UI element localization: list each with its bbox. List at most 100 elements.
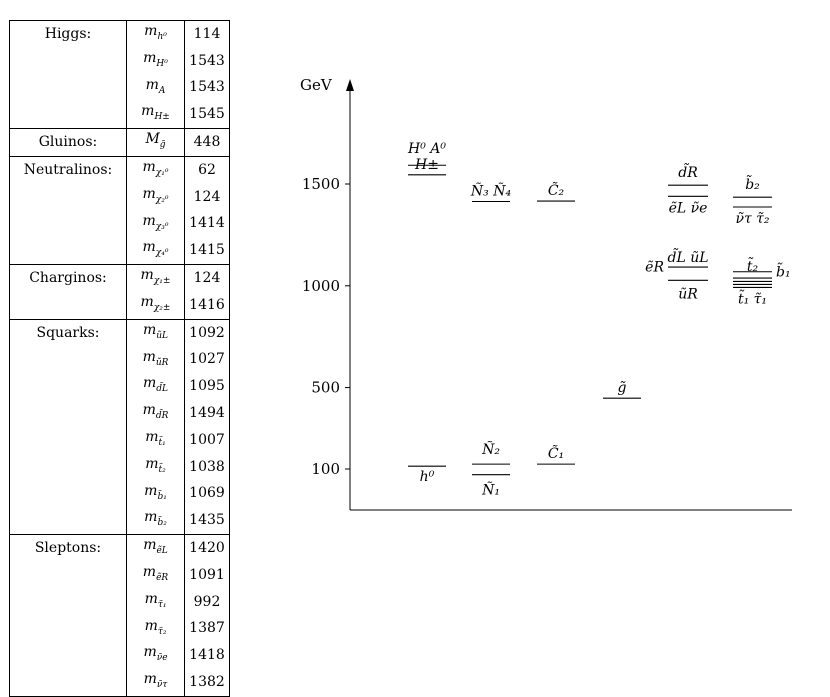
mass-symbol: m [145, 76, 159, 93]
mass-subscript: H⁰ [156, 58, 168, 69]
mass-subscript: ẽR [156, 572, 169, 583]
mass-symbol: m [144, 482, 158, 499]
y-axis-arrow [346, 79, 354, 91]
mass-value-cell: 1418 [184, 642, 230, 670]
table-row: md̃R 1494 [9, 400, 230, 427]
mass-symbol-cell: mχ₁⁰ [126, 155, 185, 184]
category-cell [9, 507, 127, 535]
mass-symbol-cell: mν̃e [126, 642, 185, 670]
category-cell [9, 615, 127, 643]
mass-subscript: t̃₂ [158, 464, 166, 475]
category-cell [9, 588, 127, 616]
y-tick-label: 1500 [302, 175, 340, 193]
mass-symbol-cell: mχ₂± [126, 291, 185, 320]
mass-symbol: m [142, 185, 156, 202]
category-cell [9, 101, 127, 129]
table-row: Charginos: mχ₁± 124 [9, 264, 230, 292]
y-tick-label: 500 [311, 379, 340, 397]
category-cell: Neutralinos: [9, 155, 127, 184]
mass-subscript: ũL [156, 330, 169, 341]
mass-symbol: m [143, 49, 157, 66]
mass-symbol-cell: mH⁰ [126, 47, 185, 75]
mass-value-cell: 1414 [184, 210, 230, 238]
mass-symbol-cell: mẽR [126, 561, 185, 589]
mass-symbol-cell: md̃L [126, 373, 185, 401]
mass-subscript: t̃₁ [158, 437, 166, 448]
category-cell [9, 453, 127, 481]
mass-value-cell: 992 [184, 588, 230, 616]
y-axis-label: GeV [300, 76, 333, 94]
category-cell [9, 373, 127, 401]
mass-symbol: m [142, 375, 157, 392]
table-row: mb̃₁ 1069 [9, 480, 230, 508]
mass-symbol-cell: mχ₁± [126, 264, 185, 292]
y-tick-label: 1000 [302, 277, 340, 295]
mass-value-cell: 1387 [184, 615, 230, 643]
mass-subscript: χ₁⁰ [155, 167, 169, 178]
level-label: t̃₂ [747, 256, 759, 275]
table-row: mẽR 1091 [9, 561, 230, 589]
level-label: h⁰ [420, 469, 435, 485]
category-cell: Higgs: [9, 19, 127, 48]
mass-subscript: χ₃⁰ [155, 221, 169, 232]
level-label: ũR [678, 286, 698, 302]
table-row: Gluinos: Mg̃ 448 [9, 128, 230, 157]
mass-symbol: m [142, 321, 157, 338]
category-cell: Charginos: [9, 264, 127, 292]
level-label: b̃₁ [776, 262, 791, 281]
category-cell [9, 669, 127, 697]
mass-symbol: m [140, 267, 154, 284]
mass-subscript: χ₂± [153, 302, 171, 313]
mass-symbol-cell: mũR [126, 346, 185, 374]
mass-subscript: χ₁± [153, 275, 171, 286]
mass-subscript: h⁰ [157, 31, 167, 42]
mass-subscript: A [158, 85, 166, 96]
table-row: mũR 1027 [9, 346, 230, 374]
level-label: ẽL ν̃e [669, 200, 708, 216]
level-label: b̃₂ [745, 174, 760, 193]
mass-symbol: m [142, 212, 156, 229]
level-label: C̃₁ [548, 445, 564, 463]
table-row: mχ₂⁰ 124 [9, 183, 230, 211]
mass-value-cell: 1415 [184, 237, 230, 265]
table-row: mχ₄⁰ 1415 [9, 237, 230, 265]
level-label: H± [414, 157, 439, 173]
category-cell: Squarks: [9, 318, 127, 347]
table-row: mχ₃⁰ 1414 [9, 210, 230, 238]
mass-subscript: ν̃e [156, 653, 168, 664]
mass-subscript: d̃L [156, 384, 169, 395]
mass-value-cell: 1038 [184, 453, 230, 481]
mass-symbol: m [144, 23, 158, 39]
mass-value-cell: 1416 [184, 291, 230, 320]
mass-symbol-cell: md̃R [126, 400, 185, 427]
mass-symbol-cell: mτ̃₁ [126, 588, 185, 616]
category-cell [9, 426, 127, 454]
mass-value-cell: 1420 [184, 534, 230, 562]
mass-value-cell: 1382 [184, 669, 230, 697]
mass-subscript: b̃₁ [157, 491, 167, 502]
mass-symbol: m [144, 617, 158, 634]
category-cell [9, 642, 127, 670]
mass-symbol-cell: mν̃τ [126, 669, 185, 697]
mass-symbol-cell: mχ₃⁰ [126, 210, 185, 238]
table-row: Higgs: mh⁰ 114 [9, 19, 230, 48]
category-cell [9, 183, 127, 211]
mass-value-cell: 1095 [184, 373, 230, 401]
mass-subscript: τ̃₁ [157, 599, 167, 610]
mass-subscript: χ₂⁰ [155, 194, 169, 205]
mass-symbol: m [142, 402, 156, 419]
mass-spectrum-table: Higgs: mh⁰ 114 mH⁰ 1543 mA 1543 mH± 1545 Gluinos:… [9, 19, 230, 697]
level-label: d̃L ũL [667, 247, 708, 266]
mass-subscript: b̃₂ [157, 518, 167, 529]
mass-symbol-cell: mA [126, 74, 185, 102]
mass-symbol: m [143, 644, 157, 661]
mass-symbol: m [143, 537, 157, 554]
mass-value-cell: 1494 [184, 400, 230, 427]
mass-symbol-cell: mũL [126, 318, 185, 347]
table-row: mH± 1545 [9, 101, 230, 129]
level-label: d̃R [678, 162, 698, 181]
level-label: ẽR [645, 259, 664, 275]
mass-subscript: ẽL [156, 545, 168, 556]
category-cell: Sleptons: [9, 534, 127, 562]
mass-value-cell: 124 [184, 183, 230, 211]
